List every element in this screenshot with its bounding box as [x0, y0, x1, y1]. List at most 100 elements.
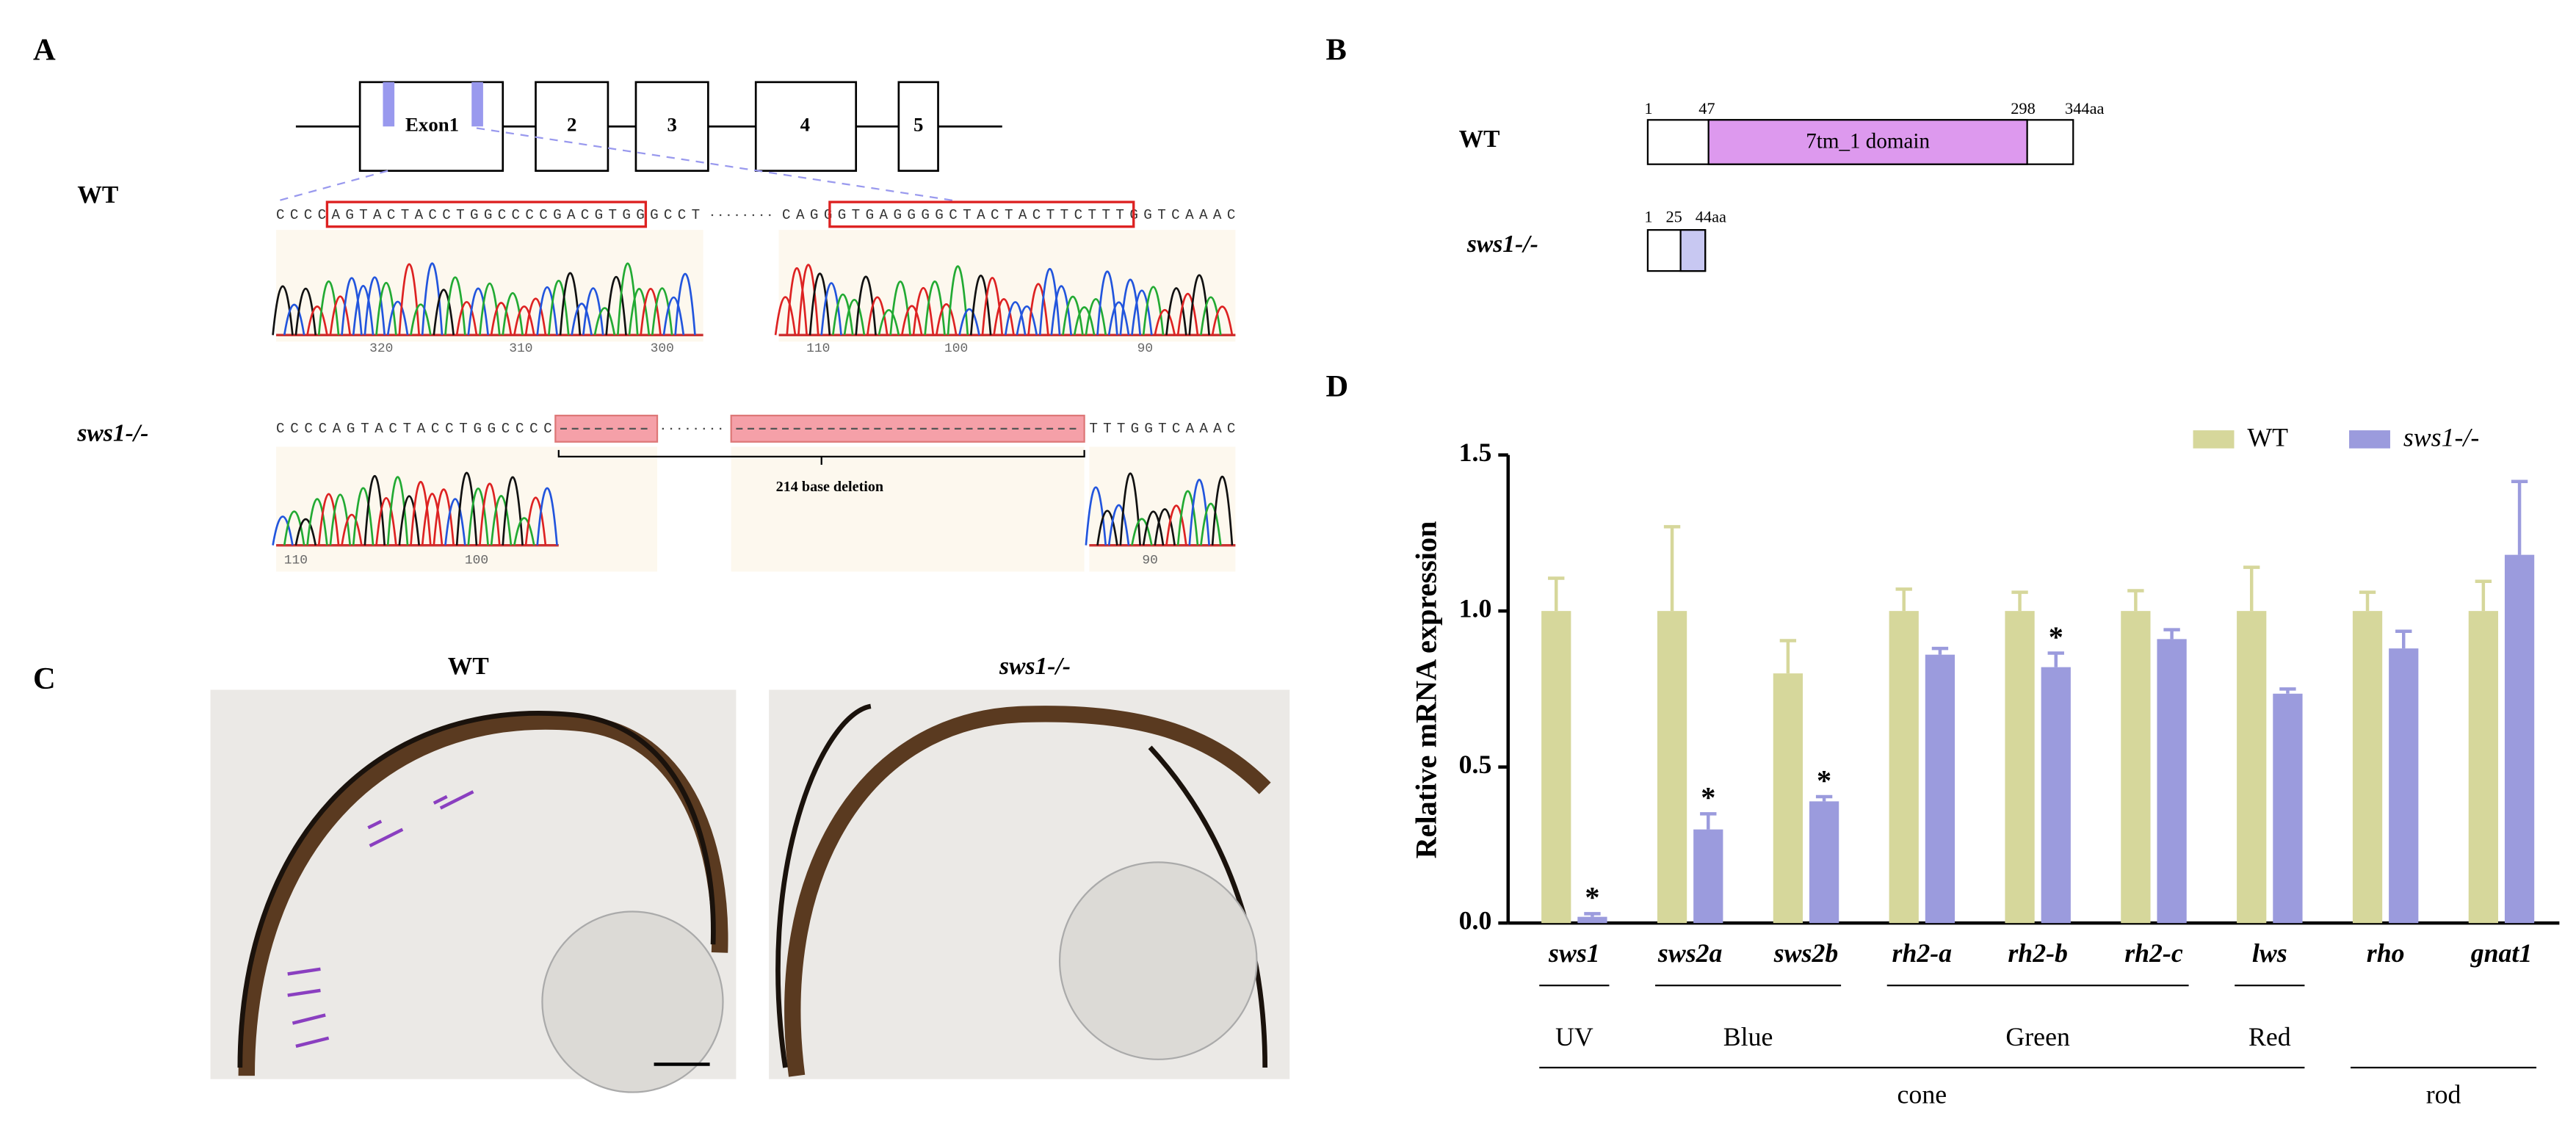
trace-peak — [1119, 472, 1142, 546]
error-bar — [2475, 579, 2492, 612]
trace-peak — [947, 265, 969, 336]
trace-peak — [786, 267, 808, 336]
trace-peak — [1188, 274, 1210, 336]
chromatogram-bg — [276, 230, 703, 342]
bar — [2121, 611, 2151, 924]
bar — [2273, 693, 2303, 924]
trace-peak — [1211, 476, 1234, 546]
error-bar — [2279, 687, 2296, 694]
trace-peak — [1131, 289, 1153, 336]
gene-model — [295, 81, 1002, 172]
exon-label: 5 — [913, 113, 923, 135]
trace-peak — [272, 285, 294, 336]
target-box — [325, 200, 648, 228]
bar-chart: 0.0 0.5 1.0 1.5 Relative mRNA expression sws1… — [1410, 423, 2560, 1109]
y-tick-label: 0.0 — [1459, 905, 1492, 935]
micrograph — [210, 689, 1290, 1093]
domain-label: 7tm_1 domain — [1806, 129, 1930, 153]
trace-peak — [479, 482, 501, 546]
trace-peak — [1073, 306, 1096, 336]
trace-peak — [513, 305, 535, 336]
position: 44aa — [1696, 208, 1726, 226]
error-bar — [2511, 479, 2528, 555]
trace-tick: 320 — [369, 341, 393, 356]
trace-peak — [341, 277, 363, 336]
position: 344aa — [2065, 99, 2104, 117]
significance: * — [2049, 620, 2063, 653]
sequence: CCCCAGTACTACCTGGCCCCGACGTGGGCCT — [276, 207, 700, 223]
trace-peak — [1027, 283, 1049, 336]
trace-peak — [513, 517, 535, 546]
group-label: UV — [1555, 1022, 1593, 1051]
genotype-label: sws1-/- — [1466, 231, 1538, 258]
significance: * — [1701, 781, 1715, 814]
trace-peak — [662, 297, 685, 336]
trace-peak — [283, 510, 305, 546]
trace-peak — [283, 304, 305, 336]
sequence: TTTGGTCAAAC — [1089, 421, 1235, 437]
trace-peak — [582, 287, 604, 336]
genotype-label: WT — [77, 181, 118, 209]
error-bar — [1584, 912, 1601, 917]
bar — [1889, 611, 1919, 924]
trace-peak — [1004, 301, 1027, 336]
trace-peak — [901, 305, 923, 336]
x-tick-label: sws1 — [1548, 938, 1600, 968]
error-bar — [1779, 639, 1797, 674]
trace-peak — [548, 280, 570, 336]
panel-label: A — [33, 32, 56, 67]
error-bar — [2395, 629, 2412, 649]
trace-peak — [433, 289, 455, 336]
bar — [2237, 611, 2267, 924]
trace-peak — [616, 262, 639, 336]
chromatogram-bg — [276, 446, 658, 572]
trace-peak — [1200, 502, 1222, 546]
trace-peak — [352, 284, 375, 336]
trace-peak — [490, 495, 513, 546]
zoom-lines — [279, 127, 953, 202]
trace-peak — [329, 295, 352, 336]
trace-peak — [398, 495, 421, 546]
position: 298 — [2011, 99, 2036, 117]
domain — [1707, 119, 2028, 165]
trace-peak — [571, 303, 593, 336]
trace-peak — [272, 515, 294, 546]
error-bar — [1700, 812, 1717, 830]
panel-label: B — [1325, 32, 1346, 67]
group-label: Blue — [1723, 1022, 1773, 1051]
chromatogram-bg — [1089, 446, 1236, 572]
trace-peak — [410, 480, 432, 546]
error-bar — [1663, 525, 1681, 612]
trace-peak — [444, 276, 466, 336]
brace — [557, 449, 1085, 466]
trace-peak — [536, 487, 558, 546]
trace-peak — [1016, 305, 1038, 336]
trace-peak — [524, 496, 547, 546]
trace-peak — [306, 498, 328, 546]
exon-label: 3 — [667, 113, 676, 135]
position: 1 — [1644, 99, 1652, 117]
legend-swatch — [2349, 430, 2390, 449]
x-tick-label: gnat1 — [2470, 938, 2533, 968]
trace-peak — [1200, 296, 1222, 336]
trace-peak — [651, 287, 673, 336]
y-tick-label: 1.5 — [1459, 438, 1492, 467]
trace-peak — [433, 488, 455, 546]
trace-peak — [1062, 295, 1084, 336]
error-bar — [1815, 794, 1833, 802]
bar — [1693, 829, 1723, 924]
group-label: rod — [2426, 1079, 2461, 1109]
bar — [1925, 654, 1955, 924]
deletion-label: 214 base deletion — [776, 479, 883, 495]
trace-peak — [1165, 504, 1187, 546]
trace-peak — [1038, 267, 1061, 336]
bar — [1773, 673, 1803, 924]
bar — [2468, 611, 2498, 924]
bar — [2352, 611, 2383, 924]
trace-peak — [524, 297, 547, 336]
trace-peak — [878, 309, 900, 336]
trace-peak — [294, 518, 317, 546]
bar — [2157, 639, 2187, 924]
x-tick-label: rh2-b — [2008, 938, 2068, 968]
bar — [2005, 611, 2035, 924]
